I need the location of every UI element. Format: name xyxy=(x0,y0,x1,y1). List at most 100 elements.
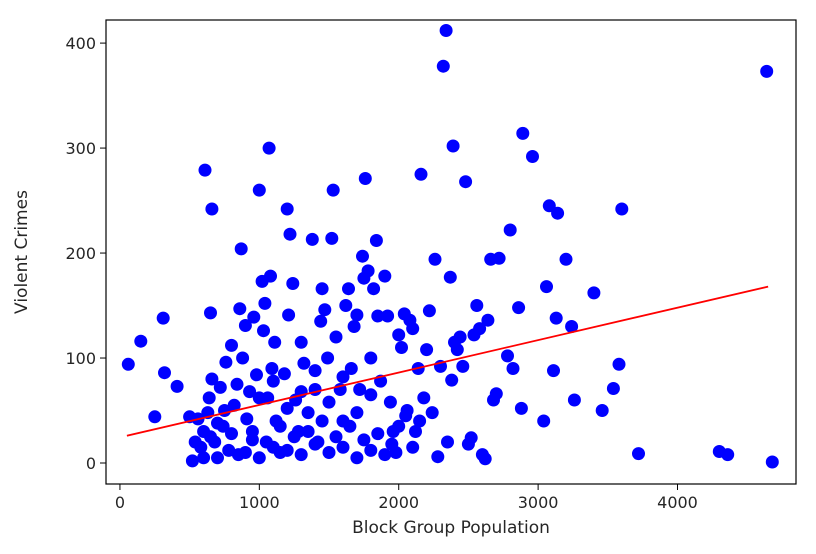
data-point xyxy=(243,385,257,399)
data-point xyxy=(234,242,248,256)
data-point xyxy=(197,451,211,465)
data-point xyxy=(315,282,329,296)
data-point xyxy=(301,406,315,420)
data-point xyxy=(204,306,217,320)
data-point xyxy=(350,406,364,420)
data-point xyxy=(230,377,244,391)
data-point xyxy=(549,311,563,325)
data-point xyxy=(257,324,270,338)
data-point xyxy=(336,370,350,384)
data-point xyxy=(358,172,372,185)
x-tick-label: 0 xyxy=(115,493,125,512)
data-point xyxy=(512,301,526,315)
x-tick-label: 2000 xyxy=(378,493,419,512)
data-point xyxy=(453,330,467,344)
data-point xyxy=(350,308,364,322)
data-point xyxy=(595,404,609,417)
data-point xyxy=(225,338,238,352)
data-point xyxy=(456,359,470,373)
data-point xyxy=(551,206,565,220)
data-point xyxy=(205,202,219,216)
data-point xyxy=(308,364,322,378)
data-point xyxy=(431,450,445,464)
data-point xyxy=(252,391,266,405)
data-point xyxy=(286,277,300,290)
data-point xyxy=(565,320,579,333)
y-tick-label: 100 xyxy=(65,349,96,368)
data-point xyxy=(339,299,353,312)
data-point xyxy=(211,416,224,430)
data-point xyxy=(325,231,339,245)
data-point xyxy=(231,448,245,462)
data-point xyxy=(632,447,645,461)
data-point xyxy=(264,269,277,283)
data-point xyxy=(308,437,322,451)
data-point xyxy=(361,264,375,278)
data-point xyxy=(503,223,517,237)
data-point xyxy=(587,286,601,300)
x-tick-label: 3000 xyxy=(518,493,559,512)
data-point xyxy=(392,328,406,342)
data-point xyxy=(266,374,280,388)
x-tick-label: 4000 xyxy=(657,493,698,512)
data-point xyxy=(537,414,551,428)
data-point xyxy=(121,357,135,371)
data-point xyxy=(357,433,371,447)
data-point xyxy=(305,232,319,246)
data-point xyxy=(329,330,343,344)
data-point xyxy=(245,425,259,438)
data-point xyxy=(364,388,378,402)
data-point xyxy=(211,451,224,465)
data-point xyxy=(428,252,442,266)
data-point xyxy=(481,313,495,327)
data-point xyxy=(344,362,358,375)
data-point xyxy=(222,443,236,457)
data-point xyxy=(236,351,250,365)
data-point xyxy=(202,391,216,405)
data-point xyxy=(353,383,367,396)
data-point xyxy=(409,425,422,438)
data-point xyxy=(371,427,385,441)
data-point xyxy=(247,310,261,324)
data-point xyxy=(459,175,473,189)
data-point xyxy=(265,362,279,375)
data-point xyxy=(219,355,233,369)
data-point xyxy=(506,362,520,375)
data-point xyxy=(148,410,162,424)
data-point xyxy=(156,311,170,325)
x-tick-label: 1000 xyxy=(239,493,280,512)
data-point xyxy=(470,299,484,312)
data-point xyxy=(446,139,460,153)
data-point xyxy=(322,395,336,409)
data-point xyxy=(383,395,397,409)
y-axis-label: Violent Crimes xyxy=(12,190,32,314)
data-point xyxy=(417,391,431,405)
data-point xyxy=(478,452,492,466)
data-point xyxy=(473,322,487,336)
data-point xyxy=(294,448,308,462)
data-point xyxy=(301,425,315,438)
data-point xyxy=(321,351,335,365)
data-point xyxy=(422,304,436,318)
data-point xyxy=(489,387,503,401)
data-point xyxy=(445,373,459,387)
data-point xyxy=(347,320,361,333)
regression-line xyxy=(126,285,769,437)
data-point xyxy=(238,319,252,332)
data-point xyxy=(414,167,428,181)
data-point xyxy=(492,251,506,265)
data-point xyxy=(514,401,528,415)
data-point xyxy=(258,296,272,310)
data-point xyxy=(225,427,238,441)
data-point xyxy=(364,351,378,365)
data-point xyxy=(280,401,294,415)
data-point xyxy=(266,440,280,454)
data-point xyxy=(315,414,329,428)
plot-area-frame xyxy=(105,19,797,485)
x-axis-ticks: 0 1000 2000 3000 4000 xyxy=(115,484,698,512)
data-point xyxy=(282,308,296,322)
data-point xyxy=(364,443,378,457)
data-point xyxy=(378,448,392,462)
data-point xyxy=(185,454,199,468)
